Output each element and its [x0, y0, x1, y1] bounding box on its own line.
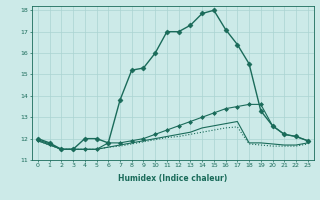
X-axis label: Humidex (Indice chaleur): Humidex (Indice chaleur): [118, 174, 228, 183]
